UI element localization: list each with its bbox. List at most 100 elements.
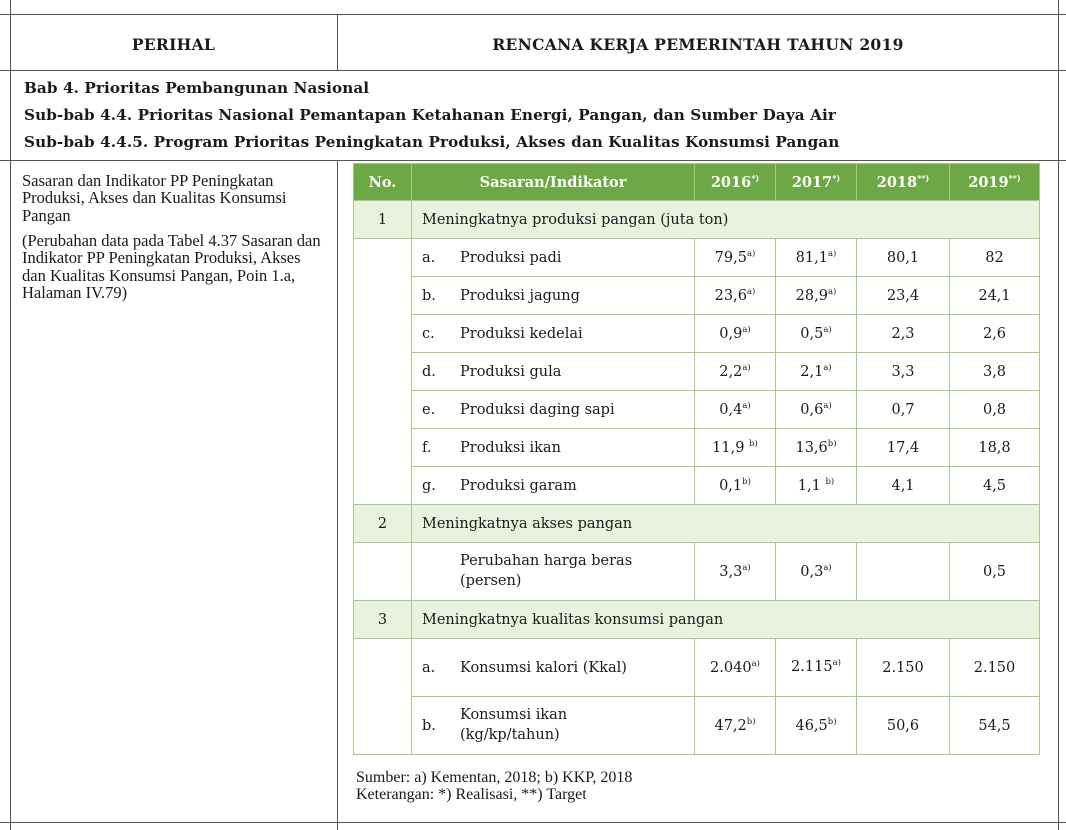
legend-note: Keterangan: *) Realisasi, **) Target [356,785,587,803]
col-no: No. [353,163,412,201]
table-header-row: No. Sasaran/Indikator 2016*) 2017*) 2018… [353,163,1040,201]
table-row: Perubahan harga beras (persen) 3,3a) 0,3… [353,542,1040,601]
value-2016: 11,9 b) [694,428,776,467]
subsubbab-title: Sub-bab 4.4.5. Program Prioritas Peningk… [24,133,840,151]
value-2019: 54,5 [949,696,1040,755]
value-2018: 2,3 [856,314,950,353]
value-2017: 46,5b) [775,696,857,755]
value-2017: 13,6b) [775,428,857,467]
group-row: 2 Meningkatnya akses pangan [353,504,1040,543]
empty-no-cell [353,238,412,505]
table-row: a. Konsumsi kalori (Kkal) 2.040a) 2.115a)… [353,638,1040,755]
value-2016: 2.040a) [694,638,776,697]
value-2018: 4,1 [856,466,950,505]
value-2017: 28,9a) [775,276,857,315]
value-2018: 80,1 [856,238,950,277]
group-label: Meningkatnya kualitas konsumsi pangan [411,600,1040,639]
value-2019: 24,1 [949,276,1040,315]
value-2016: 3,3a) [694,542,776,601]
indicator-cell: Perubahan harga beras (persen) [411,542,695,601]
section-rule [0,160,1066,161]
value-2016: 0,4a) [694,390,776,429]
value-2019: 0,5 [949,542,1040,601]
value-2018: 0,7 [856,390,950,429]
table-row: b. Konsumsi ikan (kg/kp/tahun) 47,2b) 46,… [354,696,1040,755]
col-2017: 2017*) [775,163,857,201]
group-no: 2 [353,504,412,543]
table-row: b. Produksi jagung 23,6a) 28,9a) 23,4 24,… [354,276,1040,315]
header-perihal: PERIHAL [131,34,216,54]
value-2017: 0,5a) [775,314,857,353]
value-2016: 0,9a) [694,314,776,353]
value-2018: 2.150 [856,638,950,697]
value-2018: 17,4 [856,428,950,467]
indicator-table: No. Sasaran/Indikator 2016*) 2017*) 2018… [353,163,1040,755]
value-2017: 1,1 b) [775,466,857,505]
right-border [1058,0,1059,830]
value-2017: 2,1a) [775,352,857,391]
table-row: c. Produksi kedelai 0,9a) 0,5a) 2,3 2,6 [354,314,1040,353]
value-2018: 50,6 [856,696,950,755]
bottom-rule [0,822,1066,823]
value-2019: 2,6 [949,314,1040,353]
value-2016: 79,5a) [694,238,776,277]
subbab-title: Sub-bab 4.4. Prioritas Nasional Pemantap… [24,106,836,124]
table-row: f. Produksi ikan 11,9 b) 13,6b) 17,4 18,8 [354,428,1040,467]
value-2019: 82 [949,238,1040,277]
bab-title: Bab 4. Prioritas Pembangunan Nasional [24,79,370,97]
left-border [10,0,11,830]
value-2016: 23,6a) [694,276,776,315]
table-row: e. Produksi daging sapi 0,4a) 0,6a) 0,7 0… [354,390,1040,429]
value-2017: 81,1a) [775,238,857,277]
header-divider [337,14,338,70]
indicator-cell: f. Produksi ikan [411,428,695,467]
group-no: 3 [353,600,412,639]
indicator-cell: g. Produksi garam [411,466,695,505]
perihal-text: Sasaran dan Indikator PP Peningkatan Pro… [22,172,322,309]
group-no: 1 [353,200,412,239]
value-2017: 2.115a) [775,638,857,697]
table-row: a. Produksi padi 79,5a) 81,1a) 80,1 82 [353,238,1040,505]
value-2017: 0,6a) [775,390,857,429]
indicator-cell: b. Produksi jagung [411,276,695,315]
table-footnotes: Sumber: a) Kementan, 2018; b) KKP, 2018 … [356,769,633,804]
empty-no-cell [353,638,412,755]
value-2016: 0,1b) [694,466,776,505]
value-2019: 3,8 [949,352,1040,391]
indicator-cell: e. Produksi daging sapi [411,390,695,429]
top-rule [0,14,1066,15]
value-2018 [856,542,950,601]
table-row: g. Produksi garam 0,1b) 1,1 b) 4,1 4,5 [354,466,1040,505]
value-2019: 2.150 [949,638,1040,697]
col-2016: 2016*) [694,163,776,201]
header-rule [0,70,1066,71]
col-2018: 2018**) [856,163,950,201]
value-2016: 47,2b) [694,696,776,755]
col-indikator: Sasaran/Indikator [411,163,695,201]
value-2018: 3,3 [856,352,950,391]
col-2019: 2019**) [949,163,1040,201]
value-2019: 18,8 [949,428,1040,467]
indicator-cell: d. Produksi gula [411,352,695,391]
indicator-cell: b. Konsumsi ikan (kg/kp/tahun) [411,696,695,755]
empty-no-cell [353,542,412,601]
header-rkp: RENCANA KERJA PEMERINTAH TAHUN 2019 [492,34,904,54]
group-label: Meningkatnya akses pangan [411,504,1040,543]
perihal-title: Sasaran dan Indikator PP Peningkatan Pro… [22,171,287,225]
indicator-cell: a. Produksi padi [411,238,695,277]
source-note: Sumber: a) Kementan, 2018; b) KKP, 2018 [356,769,633,786]
value-2017: 0,3a) [775,542,857,601]
table-row: d. Produksi gula 2,2a) 2,1a) 3,3 3,8 [354,352,1040,391]
indicator-cell: c. Produksi kedelai [411,314,695,353]
value-2018: 23,4 [856,276,950,315]
body-divider [337,160,338,830]
value-2019: 4,5 [949,466,1040,505]
group-row: 1 Meningkatnya produksi pangan (juta ton… [353,200,1040,239]
group-row: 3 Meningkatnya kualitas konsumsi pangan [353,600,1040,639]
value-2016: 2,2a) [694,352,776,391]
indicator-cell: a. Konsumsi kalori (Kkal) [411,638,695,697]
group-label: Meningkatnya produksi pangan (juta ton) [411,200,1040,239]
value-2019: 0,8 [949,390,1040,429]
perihal-note: (Perubahan data pada Tabel 4.37 Sasaran … [22,230,321,302]
